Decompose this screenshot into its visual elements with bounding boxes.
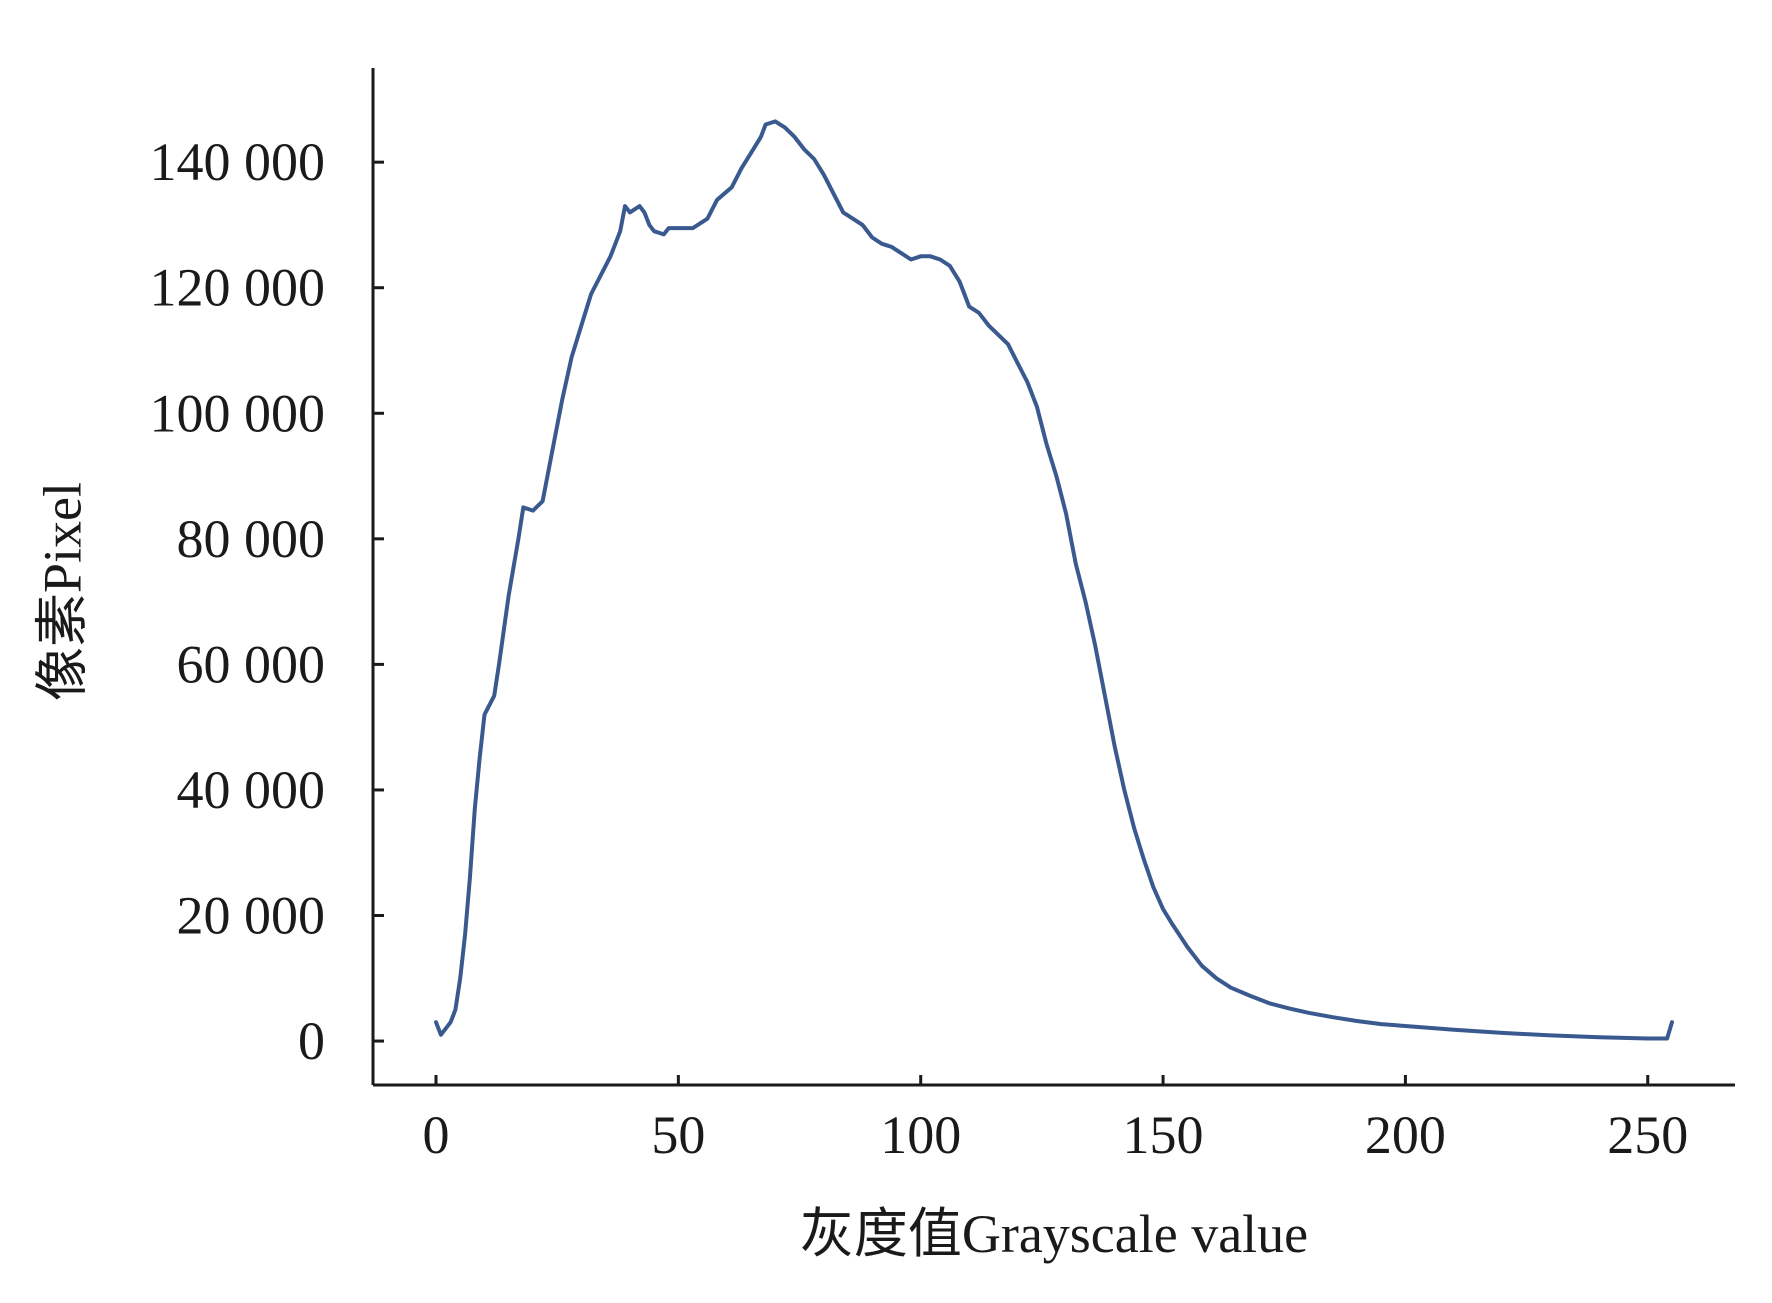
x-tick-label: 100 [880,1105,961,1165]
y-tick-label: 140 000 [150,132,326,192]
x-tick-label: 150 [1123,1105,1204,1165]
y-tick-label: 40 000 [177,760,326,820]
plot-series [434,119,1674,1041]
series-line [434,119,1674,1041]
x-tick-label: 200 [1365,1105,1446,1165]
y-tick-label: 80 000 [177,509,326,569]
y-ticks: 0 20 000 40 000 60 000 80 000 100 000 120 000 1… [150,132,384,1071]
y-tick-label: 100 000 [150,383,326,443]
y-tick-label: 0 [298,1011,325,1071]
x-tick-label: 50 [651,1105,705,1165]
y-tick-label: 120 000 [150,258,326,318]
x-tick-label: 250 [1607,1105,1688,1165]
y-axis-title: 像素Pixel [32,482,92,701]
x-axis-title: 灰度值Grayscale value [800,1204,1308,1264]
y-tick-label: 20 000 [177,886,326,946]
y-tick-label: 60 000 [177,634,326,694]
axes [371,68,1735,1087]
x-ticks: 0 50 100 150 200 250 [423,1075,1688,1165]
x-tick-label: 0 [423,1105,450,1165]
